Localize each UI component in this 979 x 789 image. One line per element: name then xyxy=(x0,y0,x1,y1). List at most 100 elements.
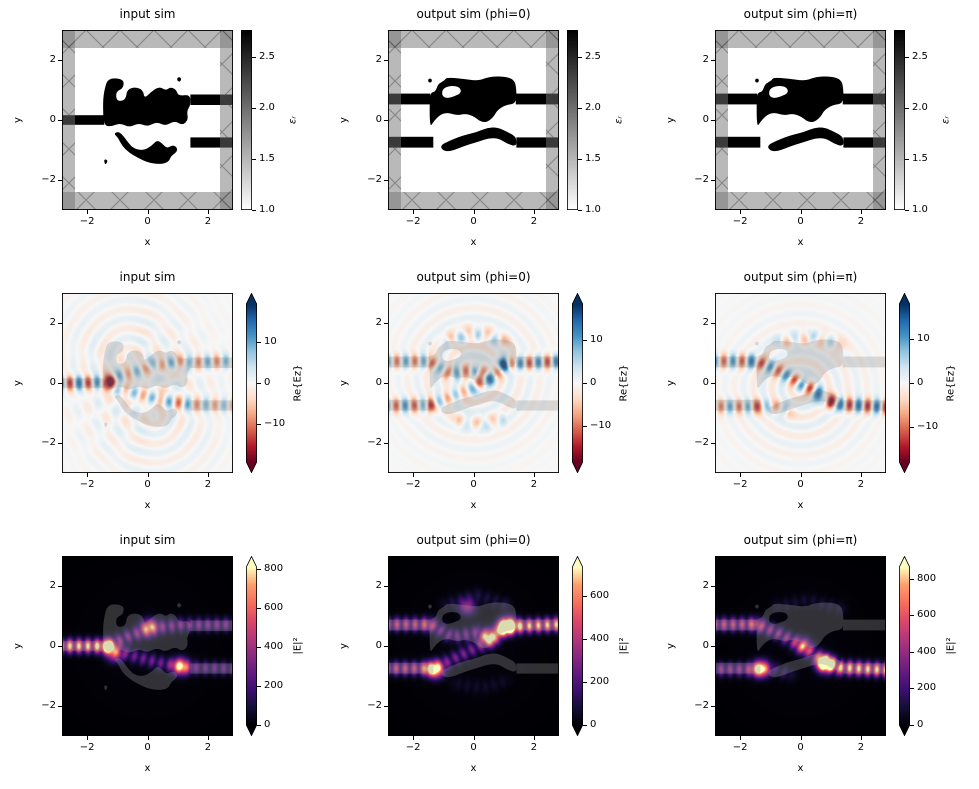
colorbar-tick xyxy=(910,578,914,580)
colorbar-tick-label: 0 xyxy=(917,377,924,388)
x-tick xyxy=(413,210,415,214)
colorbar-tick xyxy=(257,646,261,648)
x-tick-label: 2 xyxy=(204,742,212,753)
x-tick-label: −2 xyxy=(405,479,421,490)
colorbar-tick-label: 2.0 xyxy=(259,101,275,113)
y-tick-label: −2 xyxy=(367,174,382,185)
y-tick xyxy=(384,180,388,181)
colorbar xyxy=(894,30,905,210)
colorbar-tick xyxy=(583,426,587,428)
x-tick-label: 0 xyxy=(144,479,151,490)
colorbar-tick xyxy=(578,107,582,109)
x-tick xyxy=(740,736,742,740)
y-tick xyxy=(58,706,62,707)
colorbar-label: Re{Ez} xyxy=(618,364,630,402)
colorbar-tick-label: 1.0 xyxy=(912,204,928,215)
y-tick-label: 0 xyxy=(702,114,709,125)
y-tick xyxy=(384,383,388,384)
x-tick-label: −2 xyxy=(732,216,748,227)
colorbar-tick xyxy=(252,210,256,211)
heatmap-canvas xyxy=(62,293,233,473)
x-tick-label: 2 xyxy=(530,216,538,227)
panel-r2c2: output sim (phi=π) −2 0 2 2 0 −2 x y 800 600 400 200… xyxy=(653,526,979,789)
x-tick xyxy=(87,473,89,477)
colorbar-tick xyxy=(257,423,261,425)
heatmap-canvas xyxy=(388,293,559,473)
panel-r0c1: output sim (phi=0) −2 0 2 2 0 −2 x y 1.0 1.5 2.0 2.5… xyxy=(326,0,652,263)
y-tick-label: 2 xyxy=(702,54,709,65)
y-tick-label: 2 xyxy=(702,580,709,591)
y-axis-label: y xyxy=(12,117,24,123)
heatmap-canvas xyxy=(715,556,886,736)
x-axis-label: x xyxy=(144,237,151,248)
x-tick-label: 2 xyxy=(204,216,212,227)
y-tick-label: 2 xyxy=(49,580,56,591)
colorbar-tick-label: 2.0 xyxy=(912,101,928,113)
colorbar-tick-label: 2.5 xyxy=(259,50,275,62)
panel-r2c0: input sim −2 0 2 2 0 −2 x y 800 600 400 200 0 |E|² xyxy=(0,526,326,789)
x-tick-label: 0 xyxy=(470,479,477,490)
x-tick xyxy=(413,736,415,740)
y-tick xyxy=(58,120,62,121)
x-axis-label: x xyxy=(470,237,477,248)
panel-title: output sim (phi=π) xyxy=(743,533,858,547)
x-tick-label: −2 xyxy=(732,479,748,490)
x-axis-label: x xyxy=(144,500,151,511)
colorbar-label: εᵣ xyxy=(613,116,625,124)
x-tick xyxy=(473,473,475,477)
colorbar-tick xyxy=(257,568,261,570)
x-tick-label: 0 xyxy=(144,742,151,753)
colorbar-label: |E|² xyxy=(945,637,957,655)
panel-title: output sim (phi=0) xyxy=(416,533,531,547)
y-tick xyxy=(58,586,62,587)
x-axis-label: x xyxy=(144,763,151,774)
y-tick-label: −2 xyxy=(41,174,56,185)
x-tick xyxy=(87,210,89,214)
x-tick xyxy=(147,473,149,477)
x-tick-label: 0 xyxy=(797,479,804,490)
colorbar-tick xyxy=(578,158,582,160)
colorbar-tick xyxy=(257,685,261,687)
colorbar-tick xyxy=(257,383,261,384)
heatmap-canvas xyxy=(62,556,233,736)
x-tick-label: −2 xyxy=(405,216,421,227)
x-tick-label: 0 xyxy=(797,216,804,227)
colorbar-tick xyxy=(910,688,914,690)
colorbar-tick xyxy=(583,339,587,341)
y-tick-label: 2 xyxy=(49,54,56,65)
x-axis-label: x xyxy=(797,237,804,248)
colorbar-tick-label: 600 xyxy=(917,609,937,621)
colorbar-tick-label: 0 xyxy=(264,377,271,388)
panel-r1c2: output sim (phi=π) −2 0 2 2 0 −2 x y 10 0 −10 Re{Ez} xyxy=(653,263,979,526)
x-tick-label: −2 xyxy=(405,742,421,753)
y-axis-label: y xyxy=(338,117,350,123)
colorbar-tick-label: 600 xyxy=(264,601,284,613)
x-tick xyxy=(800,210,802,214)
colorbar-tick-label: 2.5 xyxy=(585,50,601,62)
colorbar-tick xyxy=(257,342,261,344)
colorbar-tick-label: 2.5 xyxy=(912,50,928,62)
panel-title: output sim (phi=0) xyxy=(416,270,531,284)
y-tick xyxy=(711,586,715,587)
panel-r2c1: output sim (phi=0) −2 0 2 2 0 −2 x y 600 400 200 0 |E… xyxy=(326,526,652,789)
y-tick xyxy=(58,646,62,647)
colorbar-label: |E|² xyxy=(618,637,630,655)
colorbar-tick-label: 1.5 xyxy=(585,152,601,164)
y-tick xyxy=(58,60,62,61)
x-tick xyxy=(413,473,415,477)
y-tick-label: −2 xyxy=(367,700,382,711)
y-tick-label: −2 xyxy=(41,437,56,448)
y-tick xyxy=(711,180,715,181)
colorbar-tick-label: 0 xyxy=(917,719,924,730)
x-tick-label: 2 xyxy=(857,479,865,490)
heatmap-canvas xyxy=(62,30,233,210)
y-axis-label: y xyxy=(12,380,24,386)
y-axis-label: y xyxy=(665,380,677,386)
heatmap-canvas xyxy=(715,30,886,210)
x-tick xyxy=(207,473,209,477)
colorbar-tick-label: 400 xyxy=(590,633,610,644)
y-tick xyxy=(711,120,715,121)
y-tick-label: 2 xyxy=(702,317,709,328)
y-axis-label: y xyxy=(665,643,677,649)
